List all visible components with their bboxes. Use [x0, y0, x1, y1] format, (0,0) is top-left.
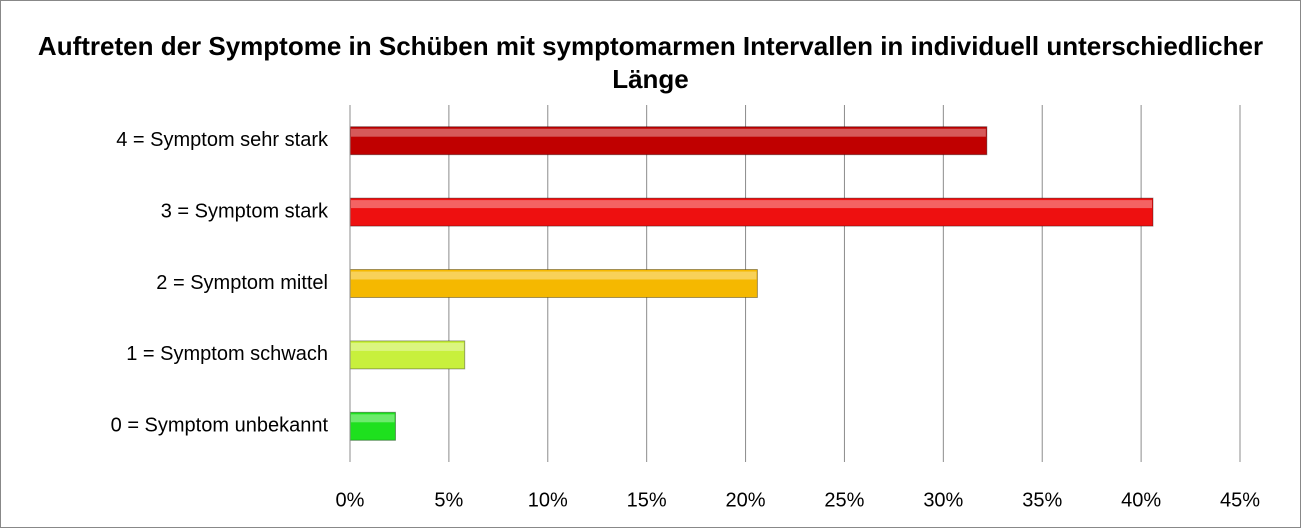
bar: [349, 197, 1154, 227]
x-tick-label: 10%: [528, 489, 568, 511]
bar-highlight: [351, 200, 1152, 209]
bar: [349, 411, 396, 441]
x-tick-label: 20%: [726, 489, 766, 511]
x-tick-label: 40%: [1121, 489, 1161, 511]
y-tick-label: 0 = Symptom unbekannt: [111, 415, 329, 437]
bar-highlight: [351, 342, 464, 351]
y-tick-label: 4 = Symptom sehr stark: [116, 129, 329, 151]
x-tick-label: 25%: [824, 489, 864, 511]
y-tick-label: 3 = Symptom stark: [161, 200, 329, 222]
bar-highlight: [351, 271, 757, 280]
bar: [349, 269, 758, 298]
x-tick-label: 5%: [434, 489, 463, 511]
x-tick-label: 45%: [1220, 489, 1260, 511]
x-tick-label: 35%: [1022, 489, 1062, 511]
bar: [349, 126, 988, 156]
y-tick-label: 2 = Symptom mittel: [156, 272, 328, 294]
y-tick-label: 1 = Symptom schwach: [126, 343, 328, 365]
bar-highlight: [351, 128, 986, 137]
x-tick-label: 0%: [336, 489, 365, 511]
x-tick-label: 30%: [923, 489, 963, 511]
chart-title: Auftreten der Symptome in Schüben mit sy…: [37, 31, 1264, 94]
bar-highlight: [351, 414, 395, 423]
bar: [349, 340, 466, 370]
x-tick-label: 15%: [627, 489, 667, 511]
